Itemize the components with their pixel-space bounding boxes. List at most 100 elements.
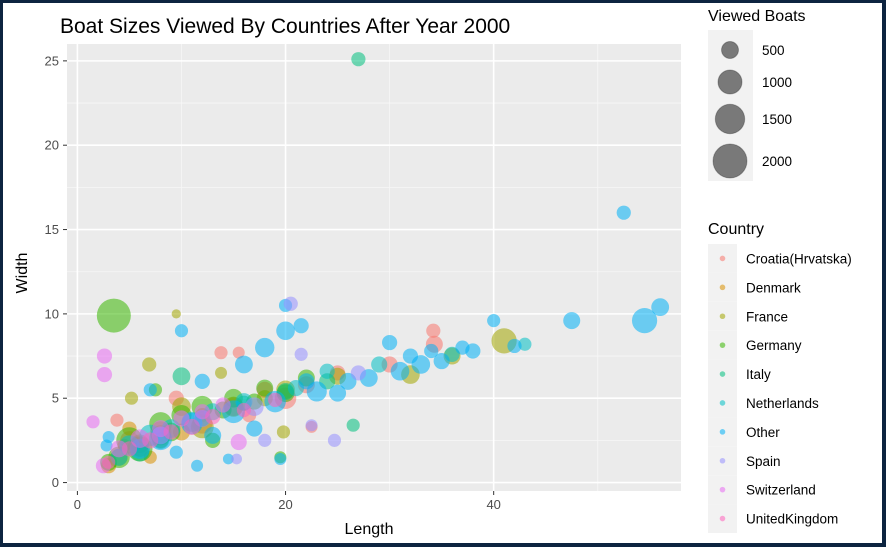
data-point — [236, 402, 252, 418]
size-legend-key — [721, 41, 739, 59]
data-point — [231, 453, 243, 465]
size-legend-label: 2000 — [762, 154, 792, 169]
data-point — [371, 356, 388, 373]
scatter-chart: Boat Sizes Viewed By Countries After Yea… — [14, 8, 852, 538]
data-point — [518, 337, 532, 351]
major-gridlines — [67, 44, 681, 491]
data-point — [298, 373, 315, 390]
data-point — [142, 357, 157, 372]
y-tick-label: 15 — [45, 222, 59, 237]
data-point — [346, 418, 360, 432]
x-tick-label: 20 — [278, 497, 292, 512]
data-point — [174, 324, 189, 338]
color-legend-label: Croatia(Hrvatska) — [746, 251, 852, 266]
color-legend-label: Italy — [746, 367, 771, 382]
size-legend-label: 1500 — [762, 112, 792, 127]
color-legend-key — [719, 284, 726, 291]
size-legend-label: 1000 — [762, 75, 792, 90]
data-point — [215, 397, 231, 413]
data-point — [433, 353, 450, 370]
size-legend-key — [712, 143, 748, 179]
data-point — [96, 348, 113, 364]
color-legend-key — [719, 255, 726, 262]
data-point — [329, 384, 347, 402]
color-legend-label: France — [746, 309, 788, 324]
data-point — [283, 296, 298, 311]
color-legend-key — [719, 313, 726, 320]
y-tick-label: 0 — [52, 475, 59, 490]
data-point — [390, 361, 410, 381]
data-point — [255, 337, 275, 358]
color-legend-key — [719, 515, 726, 522]
data-point — [293, 318, 309, 334]
data-point — [163, 424, 179, 440]
data-point — [124, 391, 139, 405]
data-point — [382, 334, 398, 351]
color-legend-key — [719, 342, 726, 348]
data-point — [222, 453, 234, 465]
color-legend-key — [719, 486, 726, 493]
size-legend-label: 500 — [762, 43, 785, 58]
size-legend: Viewed Boats 500 1000 1500 2000 — [708, 8, 806, 181]
color-legend-label: Other — [746, 425, 780, 440]
data-point — [507, 338, 522, 354]
data-point — [194, 373, 210, 389]
color-legend-key — [719, 429, 726, 435]
data-point — [191, 459, 204, 472]
data-point — [96, 298, 131, 333]
data-point — [631, 308, 658, 334]
x-tick-label: 0 — [74, 497, 81, 512]
data-point — [230, 434, 247, 451]
data-point — [276, 321, 295, 341]
color-legend: Country Croatia(Hrvatska) Denmark France Ge… — [708, 221, 852, 533]
y-axis-title: Width — [14, 253, 31, 294]
data-point — [319, 363, 335, 379]
y-tick-label: 10 — [45, 306, 59, 321]
color-legend-label: Denmark — [746, 280, 801, 295]
data-point — [235, 355, 253, 374]
data-point — [426, 323, 441, 338]
data-point — [305, 419, 318, 432]
data-point — [268, 392, 283, 408]
data-point — [121, 441, 138, 457]
data-point — [487, 314, 501, 328]
data-point — [455, 340, 470, 355]
data-point — [651, 298, 670, 317]
data-point — [96, 367, 113, 383]
size-legend-key — [717, 69, 743, 95]
color-legend-title: Country — [708, 221, 764, 238]
color-legend-label: Netherlands — [746, 396, 819, 411]
data-point — [232, 346, 245, 359]
data-point — [276, 425, 291, 439]
data-point — [169, 445, 183, 459]
data-point — [204, 426, 222, 444]
x-tick-label: 40 — [486, 497, 500, 512]
data-point — [246, 420, 263, 437]
color-legend-label: Switzerland — [746, 483, 816, 498]
chart-frame: Boat Sizes Viewed By Countries After Yea… — [3, 3, 882, 543]
chart-title: Boat Sizes Viewed By Countries After Yea… — [60, 15, 510, 38]
data-points — [86, 52, 670, 474]
data-point — [274, 452, 287, 465]
data-point — [424, 343, 439, 359]
data-point — [327, 433, 342, 447]
y-tick-label: 5 — [52, 391, 59, 406]
y-tick-label: 25 — [45, 53, 59, 68]
data-point — [86, 415, 100, 429]
data-point — [143, 383, 157, 397]
color-legend-label: Germany — [746, 338, 802, 353]
data-point — [294, 347, 308, 361]
data-point — [563, 312, 581, 330]
data-point — [142, 432, 159, 449]
data-point — [171, 309, 181, 319]
data-point — [350, 365, 366, 381]
size-legend-key — [714, 103, 746, 135]
y-tick-label: 20 — [45, 138, 59, 153]
data-point — [215, 366, 228, 379]
data-point — [616, 205, 631, 220]
size-legend-title: Viewed Boats — [708, 8, 806, 25]
x-axis-title: Length — [345, 521, 394, 538]
color-legend-key — [719, 371, 726, 377]
color-legend-label: Spain — [746, 454, 781, 469]
data-point — [172, 367, 191, 386]
